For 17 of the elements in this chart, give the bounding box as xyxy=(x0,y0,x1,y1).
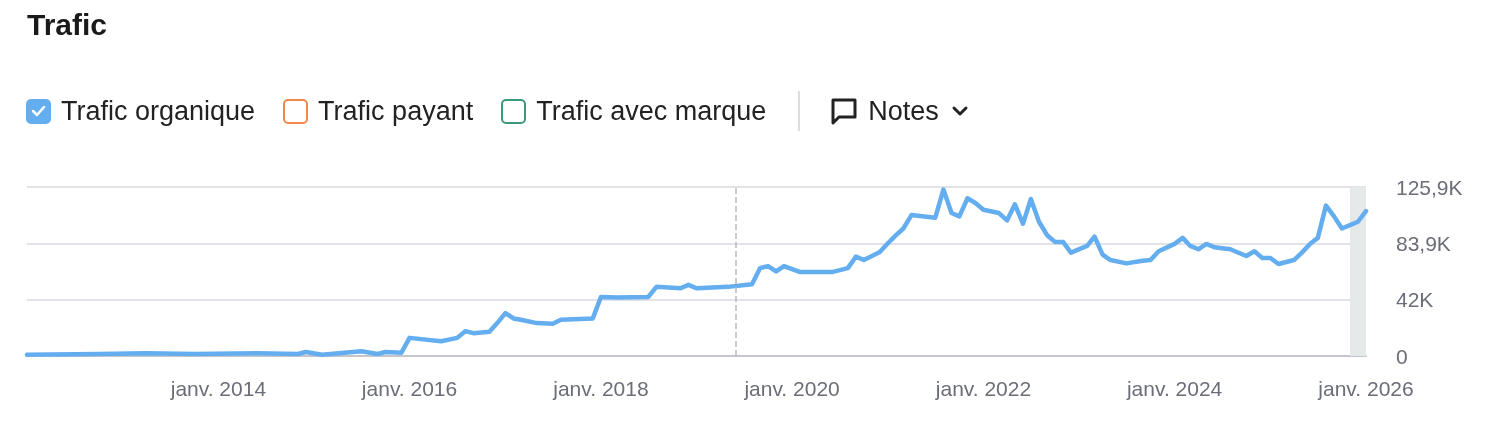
text: Notes xyxy=(868,95,939,127)
y-tick-label: 42K xyxy=(1396,288,1434,312)
x-tick-label: janv. 2018 xyxy=(552,377,649,400)
x-tick-label: janv. 2022 xyxy=(934,377,1032,400)
line-series xyxy=(24,187,1369,357)
legend-label: Trafic payant xyxy=(318,95,474,127)
x-tick-label: janv. 2024 xyxy=(1125,377,1223,400)
x-tick-label: janv. 2014 xyxy=(169,377,267,400)
y-tick-label: 83,9K xyxy=(1396,231,1451,255)
x-tick-label: janv. 2020 xyxy=(743,377,840,400)
y-tick-label: 0 xyxy=(1396,344,1408,368)
chart-title: Trafic xyxy=(27,8,108,42)
legend-label: Trafic organique xyxy=(61,95,256,127)
x-tick-label: janv. 2016 xyxy=(360,377,458,400)
legend-label: Trafic avec marque xyxy=(536,95,767,127)
y-tick-label: 125,9K xyxy=(1396,175,1463,199)
x-tick-label: janv. 2026 xyxy=(1317,377,1414,400)
